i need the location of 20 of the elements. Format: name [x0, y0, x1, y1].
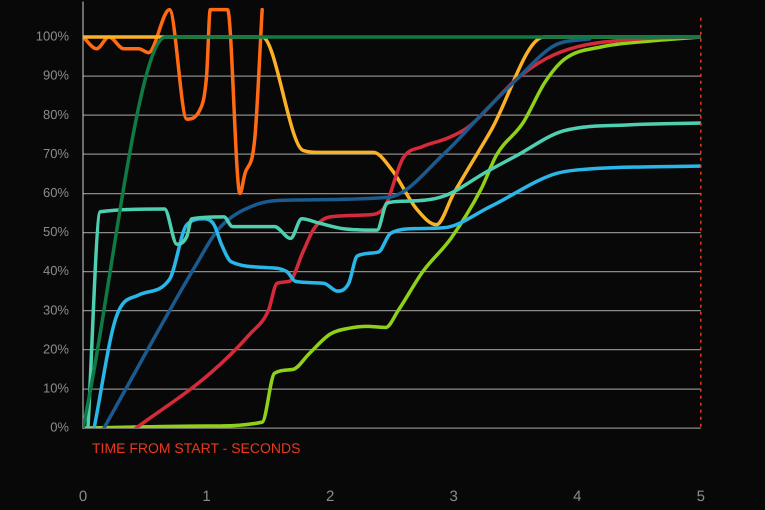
- line-series: [102, 37, 592, 428]
- x-tick-label: 0: [78, 488, 88, 506]
- y-tick-label: 40%: [42, 263, 70, 278]
- line-series: [83, 8, 264, 196]
- y-tick-label: 0%: [50, 420, 70, 435]
- y-tick-label: 10%: [42, 380, 70, 396]
- x-tick-label: 5: [696, 488, 705, 506]
- x-tick-label: 1: [202, 488, 211, 506]
- x-axis-title: TIME FROM START - SECONDS: [92, 440, 300, 456]
- y-tick-label: 30%: [42, 302, 70, 318]
- y-tick-label: 20%: [42, 341, 70, 356]
- y-tick-label: 70%: [42, 146, 70, 161]
- x-tick-label: 2: [326, 488, 334, 506]
- x-tick-label: 4: [573, 488, 582, 506]
- y-tick-label: 90%: [42, 68, 70, 83]
- x-tick-label: 3: [450, 488, 458, 506]
- y-tick-label: 100%: [36, 28, 70, 44]
- y-tick-label: 50%: [42, 224, 70, 240]
- y-tick-label: 80%: [42, 106, 70, 122]
- y-tick-label: 60%: [42, 184, 70, 200]
